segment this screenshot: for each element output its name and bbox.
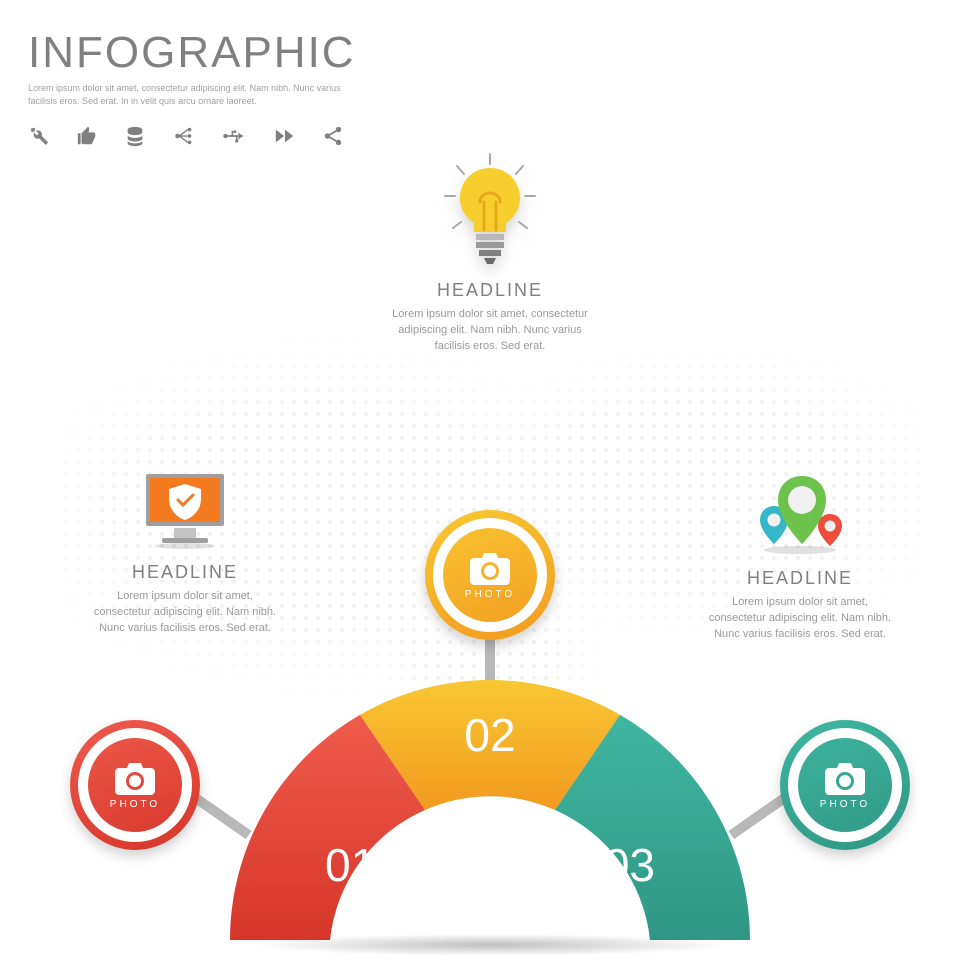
forward-icon bbox=[274, 127, 296, 145]
callout-left: HEADLINE Lorem ipsum dolor sit amet, con… bbox=[90, 470, 280, 637]
camera-icon bbox=[113, 761, 157, 797]
headline-left: HEADLINE bbox=[90, 562, 280, 583]
photo-circle-3: PHOTO bbox=[780, 720, 910, 850]
photo-label-3: PHOTO bbox=[820, 799, 870, 810]
body-top: Lorem ipsum dolor sit amet, consectetur … bbox=[390, 307, 590, 355]
share-icon bbox=[322, 125, 344, 147]
icon-row bbox=[28, 125, 368, 147]
headline-right: HEADLINE bbox=[705, 568, 895, 589]
network-icon bbox=[172, 125, 196, 147]
photo-circle-1: PHOTO bbox=[70, 720, 200, 850]
arc-number-2: 02 bbox=[464, 708, 515, 762]
callout-right: HEADLINE Lorem ipsum dolor sit amet, con… bbox=[705, 470, 895, 643]
arc-shadow bbox=[250, 934, 730, 956]
headline-top: HEADLINE bbox=[390, 280, 590, 301]
arc-number-1: 01 bbox=[325, 838, 376, 892]
header: INFOGRAPHIC Lorem ipsum dolor sit amet, … bbox=[28, 28, 368, 147]
page-subtitle: Lorem ipsum dolor sit amet, consectetur … bbox=[28, 82, 368, 107]
wrench-icon bbox=[28, 125, 50, 147]
photo-label-2: PHOTO bbox=[465, 589, 515, 600]
page-title: INFOGRAPHIC bbox=[28, 28, 368, 78]
usb-icon bbox=[222, 127, 248, 145]
body-left: Lorem ipsum dolor sit amet, consectetur … bbox=[90, 589, 280, 637]
monitor-shield-icon bbox=[90, 470, 280, 550]
arc-number-3: 03 bbox=[604, 838, 655, 892]
camera-icon bbox=[468, 551, 512, 587]
database-icon bbox=[124, 125, 146, 147]
camera-icon bbox=[823, 761, 867, 797]
map-pins-icon bbox=[705, 470, 895, 556]
arc-chart bbox=[210, 650, 770, 950]
lightbulb-icon bbox=[435, 150, 545, 275]
callout-top: HEADLINE Lorem ipsum dolor sit amet, con… bbox=[390, 280, 590, 355]
body-right: Lorem ipsum dolor sit amet, consectetur … bbox=[705, 595, 895, 643]
photo-circle-2: PHOTO bbox=[425, 510, 555, 640]
thumbs-up-icon bbox=[76, 125, 98, 147]
photo-label-1: PHOTO bbox=[110, 799, 160, 810]
